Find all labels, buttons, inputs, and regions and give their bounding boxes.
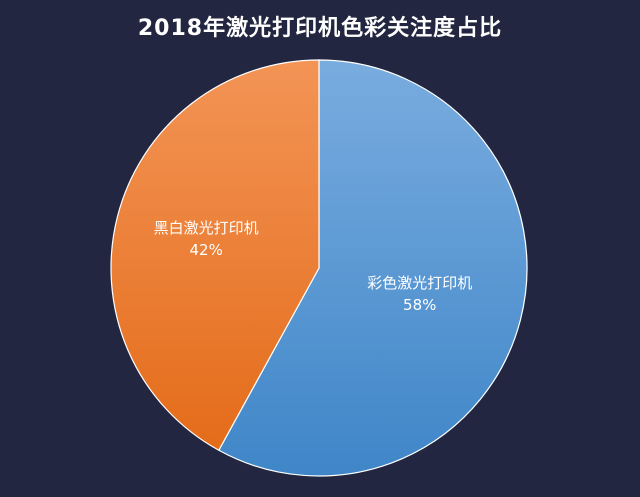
slice-value-color: 58%: [403, 295, 437, 314]
slice-label-mono: 黑白激光打印机 42%: [154, 217, 259, 261]
chart-title: 2018年激光打印机色彩关注度占比: [137, 16, 503, 41]
slice-name-color: 彩色激光打印机: [367, 273, 473, 292]
slice-value-mono: 42%: [189, 241, 223, 260]
slice-name-mono: 黑白激光打印机: [153, 219, 259, 238]
pie-slice-color: [217, 59, 528, 477]
slice-label-color: 彩色激光打印机 58%: [367, 272, 472, 316]
pie-slice-mono: [110, 59, 320, 452]
